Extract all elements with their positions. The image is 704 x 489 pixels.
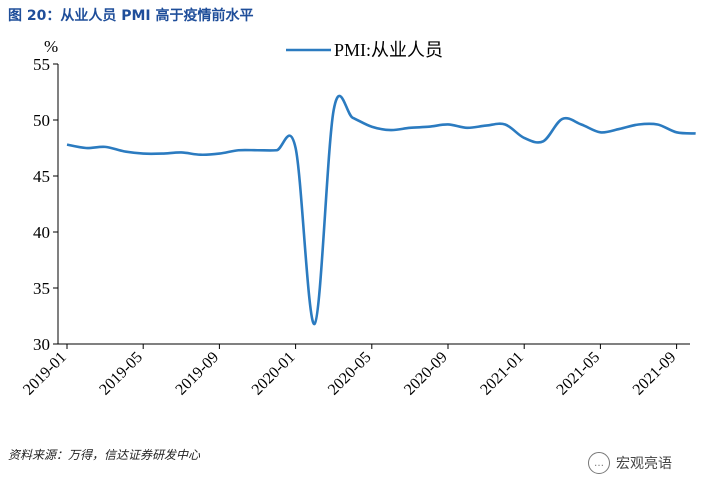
x-tick-label: 2019-09	[172, 349, 222, 399]
x-tick-label: 2021-09	[630, 349, 680, 399]
legend-label: PMI:从业人员	[334, 40, 443, 60]
x-tick-label: 2020-09	[401, 349, 451, 399]
watermark-text: 宏观亮语	[616, 456, 672, 472]
y-tick-label: 35	[33, 279, 50, 298]
chat-bubble-icon: …	[588, 452, 610, 474]
y-tick-label: 55	[33, 55, 50, 74]
x-tick-label: 2021-05	[553, 349, 603, 399]
x-tick-label: 2019-05	[96, 349, 146, 399]
y-axis-unit: %	[44, 37, 58, 56]
chart-title: 图 20：从业人员 PMI 高于疫情前水平	[8, 8, 254, 24]
source-note: 资料来源：万得，信达证券研发中心	[8, 448, 201, 462]
y-tick-label: 30	[33, 335, 50, 354]
y-tick-label: 50	[33, 111, 50, 130]
y-tick-label: 40	[33, 223, 50, 242]
x-tick-label: 2020-01	[249, 349, 299, 399]
watermark: … 宏观亮语	[588, 452, 672, 474]
series-line	[66, 94, 696, 326]
x-tick-label: 2019-01	[20, 349, 70, 399]
y-tick-label: 45	[33, 167, 50, 186]
x-tick-label: 2021-01	[477, 349, 527, 399]
x-tick-label: 2020-05	[325, 349, 375, 399]
